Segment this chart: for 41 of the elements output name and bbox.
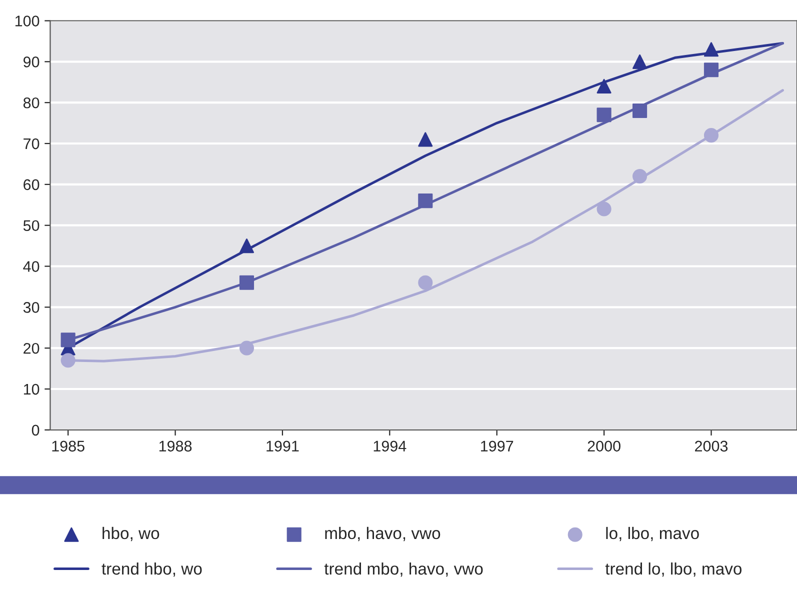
y-tick-label: 90 — [24, 56, 40, 68]
point — [239, 340, 254, 356]
point — [704, 128, 719, 143]
x-tick-label: 1994 — [374, 440, 406, 452]
y-tick-label: 40 — [23, 261, 40, 272]
y-tick-label: 80 — [23, 97, 40, 108]
x-tick-label: 2003 — [695, 440, 728, 452]
legend-label: trend mbo, havo, vwo — [324, 562, 483, 577]
legend-label: trend hbo, wo — [102, 562, 202, 577]
point — [418, 132, 433, 147]
point — [596, 108, 612, 122]
point — [704, 42, 719, 57]
point — [632, 54, 648, 69]
point — [704, 62, 719, 78]
point — [239, 238, 254, 254]
x-tick-label: 1991 — [266, 440, 299, 452]
point — [60, 353, 76, 368]
y-tick-label: 30 — [23, 302, 40, 313]
point — [418, 275, 433, 290]
y-tick-label: 20 — [24, 342, 40, 354]
point — [239, 275, 254, 290]
point — [596, 202, 612, 216]
y-tick-label: 100 — [15, 16, 40, 26]
x-tick-label: 2000 — [588, 440, 620, 452]
y-tick-label: 10 — [24, 384, 40, 395]
legend-label: lo, lbo, mavo — [606, 526, 699, 542]
legend-label: hbo, wo — [102, 526, 160, 542]
x-tick-label: 1997 — [481, 440, 514, 452]
point — [632, 168, 648, 184]
point — [418, 194, 433, 208]
x-tick-label: 1988 — [159, 440, 192, 452]
point — [60, 332, 76, 348]
y-tick-label: 0 — [32, 424, 40, 436]
point — [596, 78, 612, 94]
y-tick-label: 50 — [23, 220, 40, 232]
legend-label: trend lo, lbo, mavo — [605, 562, 742, 577]
y-tick-label: 60 — [24, 179, 40, 190]
point — [632, 103, 648, 118]
x-tick-label: 1985 — [52, 440, 84, 452]
y-tick-label: 70 — [24, 138, 40, 150]
legend-label: mbo, havo, vwo — [325, 526, 440, 542]
